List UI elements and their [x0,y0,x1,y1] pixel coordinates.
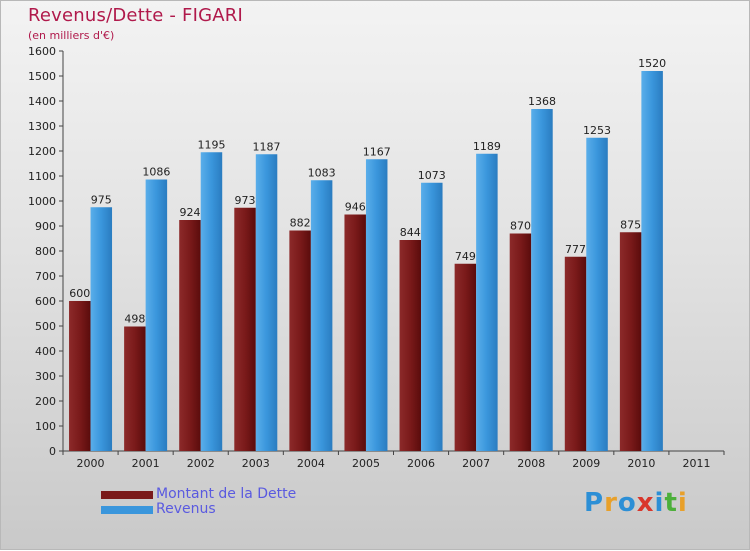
y-tick-label: 400 [35,345,56,358]
x-tick-label: 2001 [132,457,160,470]
axes: 0 100 200 300 400 500 600 700 800 900 1000 1100 1200… [28,45,725,470]
y-tick-label: 1300 [28,120,56,133]
y-tick-label: 600 [35,295,56,308]
y-tick-label: 700 [35,270,56,283]
legend: Montant de la Dette Revenus [101,487,296,517]
y-tick-label: 1000 [28,195,56,208]
bar-revenus [200,152,223,451]
x-tick-label: 2000 [77,457,105,470]
bar-revenus [255,154,278,451]
bar-dette [289,230,311,451]
legend-swatch-revenus [101,505,153,514]
bar-revenus [90,207,113,451]
bar-revenus [641,71,663,451]
value-label-dette: 946 [345,201,366,214]
bar-dette [564,256,587,451]
legend-swatch-dette [101,490,153,499]
value-label-dette: 498 [124,313,145,326]
bar-dette [69,301,91,451]
y-tick-label: 1600 [28,45,56,58]
value-label-dette: 749 [455,250,476,263]
bar-dette [179,220,201,451]
bar-dette [509,233,532,451]
bar-revenus [365,159,388,451]
y-tick-label: 1200 [28,145,56,158]
bar-revenus [476,153,498,451]
x-tick-label: 2007 [462,457,490,470]
value-label-dette: 777 [565,243,586,256]
proxiti-logo: Proxiti [584,488,688,518]
y-tick-label: 1500 [28,70,56,83]
value-label-dette: 875 [620,218,641,231]
bar-dette [234,207,256,451]
x-tick-label: 2003 [242,457,270,470]
bar-dette [124,326,146,451]
bar-revenus [421,182,443,451]
value-label-revenus: 1520 [638,57,666,70]
value-label-dette: 600 [69,287,90,300]
chart-subtitle: (en milliers d'€) [28,29,115,42]
value-label-dette: 924 [179,206,200,219]
bar-revenus [586,137,608,451]
y-tick-label: 100 [35,420,56,433]
x-tick-label: 2005 [352,457,380,470]
value-label-revenus: 1083 [308,166,336,179]
y-tick-label: 200 [35,395,56,408]
x-tick-label: 2008 [517,457,545,470]
x-tick-label: 2004 [297,457,325,470]
y-tick-label: 0 [49,445,56,458]
value-label-dette: 844 [400,226,421,239]
y-tick-label: 500 [35,320,56,333]
legend-item-dette: Montant de la Dette [101,487,296,502]
y-tick-label: 300 [35,370,56,383]
value-label-revenus: 1368 [528,95,556,108]
bars [69,71,663,451]
legend-item-revenus: Revenus [101,502,296,517]
y-tick-label: 1400 [28,95,56,108]
logo-letter: i [654,488,665,518]
bar-revenus [531,109,553,451]
value-label-dette: 870 [510,220,531,233]
x-tick-label: 2009 [572,457,600,470]
y-tick-label: 900 [35,220,56,233]
y-tick-label: 800 [35,245,56,258]
bar-dette [454,263,477,451]
bar-revenus [310,180,333,451]
bar-dette [344,214,366,451]
x-tick-label: 2002 [187,457,215,470]
value-label-revenus: 1253 [583,124,611,137]
value-label-dette: 882 [290,217,311,230]
y-tick-label: 1100 [28,170,56,183]
logo-letter: r [604,488,618,518]
value-label-revenus: 1187 [253,140,281,153]
value-label-revenus: 975 [91,193,112,206]
logo-letter: t [664,488,678,518]
x-tick-label: 2006 [407,457,435,470]
logo-letter: P [584,488,605,518]
x-tick-label: 2010 [627,457,655,470]
value-label-revenus: 1086 [142,166,170,179]
x-tick-label: 2011 [682,457,710,470]
value-labels: 600 975 498 1086 924 1195 973 1187 882 1083 946 116… [69,57,666,326]
chart-title: Revenus/Dette - FIGARI [28,5,243,26]
legend-label-revenus: Revenus [156,501,216,517]
logo-letter: i [677,488,688,518]
bar-revenus [145,179,168,451]
logo-letter: o [617,488,637,518]
value-label-revenus: 1189 [473,140,501,153]
value-label-revenus: 1167 [363,145,391,158]
value-label-revenus: 1073 [418,169,446,182]
value-label-dette: 973 [235,194,256,207]
bar-dette [399,240,422,451]
logo-letter: x [636,488,655,518]
bar-dette [619,232,642,451]
value-label-revenus: 1195 [197,138,225,151]
legend-label-dette: Montant de la Dette [156,486,297,502]
